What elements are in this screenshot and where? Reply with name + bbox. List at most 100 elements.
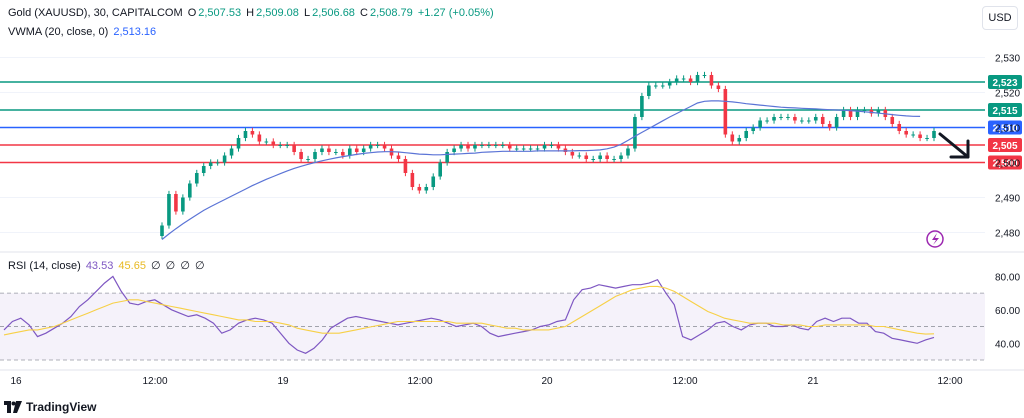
low-value: 2,506.68 [312,7,355,19]
candle-body [549,145,554,146]
candle-body [681,78,686,80]
time-tick-label: 12:00 [672,376,697,387]
tradingview-logo-icon [4,401,22,413]
candle-body [876,110,881,114]
candle-body [264,141,269,143]
candle-body [702,75,707,76]
candle-body [500,145,505,146]
rsi-ma-line [3,285,935,336]
candle-body [667,82,672,86]
vwma-label[interactable]: VWMA (20, close, 0) [8,26,109,38]
brand[interactable]: TradingView [4,400,96,414]
candle-body [257,134,262,142]
candle-body [424,187,429,191]
arrow-down-right-icon [938,132,970,159]
candle-body [431,176,436,187]
currency-button[interactable]: USD [982,6,1018,30]
candle-body [229,148,234,156]
price-tick-label: 2,480 [995,229,1020,240]
price-levels: 2,523 2,515 2,510 2,505 2,500 [0,75,1022,170]
candle-body [181,197,185,212]
candle-body [786,117,790,118]
vwma-legend: VWMA (20, close, 0) 2,513.16 [8,26,158,38]
candle-body [361,148,366,152]
candle-body [410,173,415,187]
candle-body [619,155,623,159]
vwma-line [161,100,921,240]
candle-body [403,159,408,173]
time-tick-label: 19 [277,376,289,387]
close-value: 2,508.79 [369,7,413,19]
rsi-label[interactable]: RSI (14, close) [8,260,81,272]
candle-body [779,117,783,118]
candle-body [813,117,818,121]
candle-body [925,138,929,139]
time-tick-label: 12:00 [142,376,167,387]
candle-body [640,96,644,117]
candle-body [320,148,324,152]
candle-body [570,152,575,156]
candle-body [271,141,276,145]
candle-body [688,78,693,82]
candle-body [765,120,769,122]
candle-body [236,138,241,149]
time-tick-label: 12:00 [407,376,432,387]
rsi-value: 43.53 [85,260,114,272]
candle-body [438,162,442,177]
candle-body [918,134,922,138]
candle-body [626,148,630,156]
candle-body [354,148,359,152]
rsi-extra-3: ∅ [180,260,190,272]
change-value: +1.27 (+0.05%) [417,7,494,19]
candle-body [278,145,283,146]
high-label: H [246,7,255,19]
instrument-title[interactable]: Gold (XAUUSD), 30, CAPITALCOM [8,7,183,19]
candle-body [375,145,380,146]
rsi-ma-value: 45.65 [118,260,146,272]
level-badge [988,103,1022,117]
candle-body [932,131,936,138]
low-label: L [303,7,311,19]
candle-body [869,110,874,114]
candle-body [598,155,602,159]
price-tick-label: 2,500 [995,159,1020,170]
candle-body [612,159,616,160]
candle-body [758,120,762,128]
candle-body [605,155,609,159]
rsi-axis[interactable]: 80.00 60.00 40.00 [995,272,1020,350]
candle-body [848,110,853,117]
high-value: 2,509.08 [256,7,299,19]
candle-body [306,159,310,160]
time-axis[interactable]: 16 12:00 19 12:00 20 12:00 21 12:00 [10,376,963,387]
lightning-icon[interactable] [926,230,944,248]
time-tick-label: 16 [10,376,22,387]
candle-body [716,85,721,89]
candle-body [382,145,387,149]
candle-body [445,152,449,163]
candle-body [487,145,491,146]
candle-body [751,127,755,131]
candle-body [160,225,164,236]
candle-body [521,148,526,150]
level-label: 2,515 [992,106,1017,117]
candle-body [292,145,296,152]
candle-body [466,145,470,149]
candle-body [528,148,533,150]
rsi-line [3,275,935,354]
candle-body [313,152,317,159]
price-axis[interactable]: 2,530 2,520 2,510 2,500 2,490 2,480 [995,54,1020,240]
candle-body [827,124,832,128]
candle-body [494,145,498,146]
price-tick-label: 2,530 [995,54,1020,65]
candles [160,71,936,240]
level-label: 2,510 [992,124,1017,135]
open-label: O [187,7,197,19]
candle-body [417,187,422,191]
vwma-value: 2,513.16 [113,26,157,38]
candle-body [347,148,352,156]
level-badge [988,138,1022,152]
candle-body [834,117,839,128]
candle-body [660,85,665,87]
